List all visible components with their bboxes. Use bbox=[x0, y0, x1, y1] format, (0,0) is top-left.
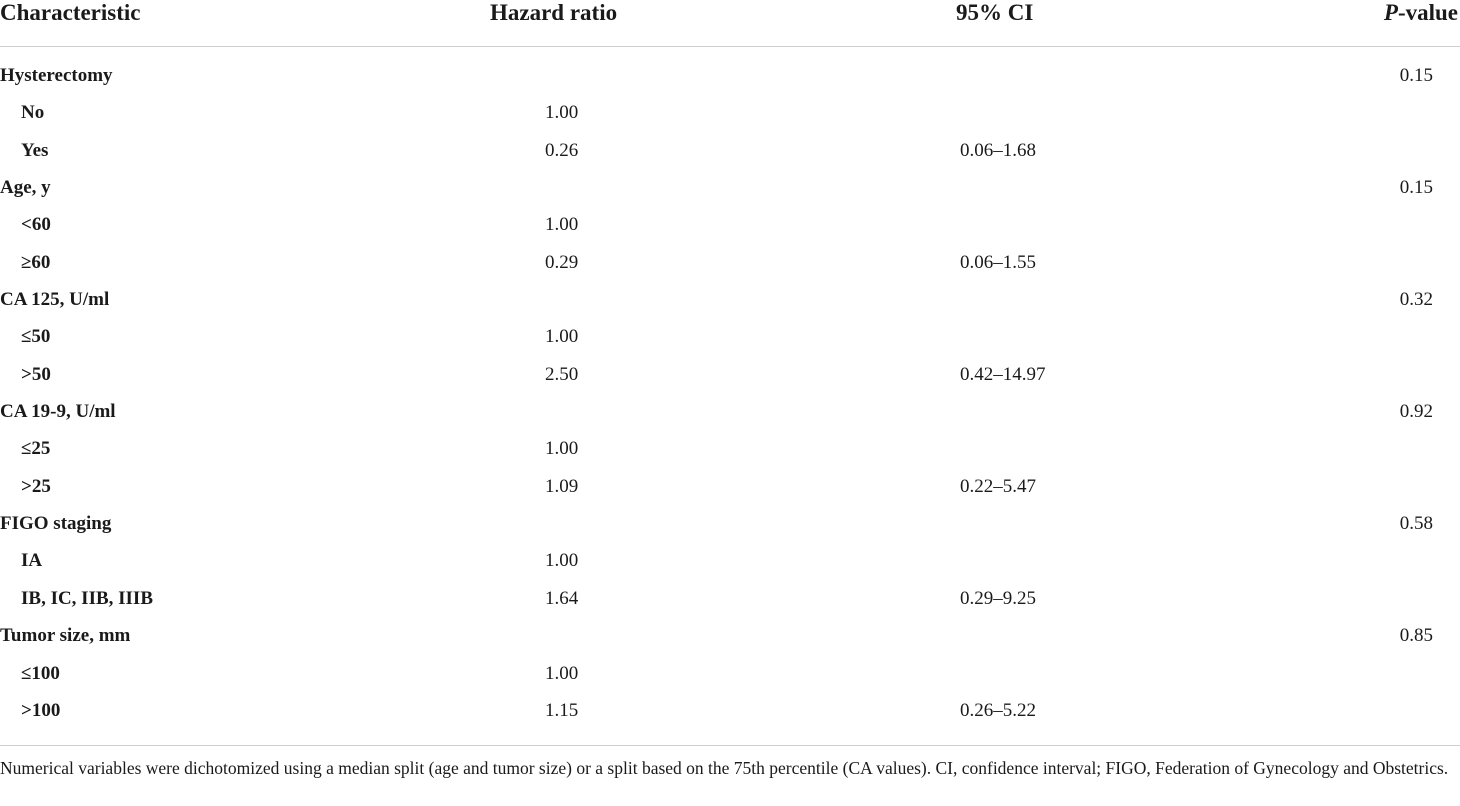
table-row-subcategory: ≥60 0.29 0.06–1.55 bbox=[0, 245, 1460, 282]
table-footnote: Numerical variables were dichotomized us… bbox=[0, 758, 1449, 778]
hazard-ratio-value: 1.00 bbox=[545, 438, 579, 460]
hazard-ratio-value: 1.15 bbox=[545, 699, 579, 721]
table-body: Hysterectomy 0.15 No 1.00 Yes 0.26 0.06–1.68 Ag… bbox=[0, 58, 1460, 730]
table-row-category: Tumor size, mm 0.85 bbox=[0, 618, 1460, 655]
p-value: 0.92 bbox=[1399, 401, 1433, 423]
ci-value: 0.22–5.47 bbox=[960, 475, 1036, 497]
row-label: ≤25 bbox=[21, 438, 51, 460]
row-label: No bbox=[21, 102, 45, 124]
table-row-subcategory: <60 1.00 bbox=[0, 207, 1460, 244]
hazard-ratio-value: 0.26 bbox=[545, 139, 579, 161]
p-value: 0.15 bbox=[1399, 177, 1433, 199]
table-row-subcategory: >100 1.15 0.26–5.22 bbox=[0, 693, 1460, 730]
ci-value: 0.26–5.22 bbox=[960, 699, 1036, 721]
table-row-subcategory: ≤100 1.00 bbox=[0, 656, 1460, 693]
table-row-subcategory: No 1.00 bbox=[0, 95, 1460, 132]
hazard-ratio-value: 1.00 bbox=[545, 326, 579, 348]
header-p-value-rest: -value bbox=[1397, 0, 1458, 25]
header-p-value-italic: P bbox=[1383, 0, 1398, 25]
header-characteristic: Characteristic bbox=[0, 0, 141, 25]
row-label: ≥60 bbox=[21, 251, 51, 273]
table-row-subcategory: IB, IC, IIB, IIIB 1.64 0.29–9.25 bbox=[0, 581, 1460, 618]
p-value: 0.32 bbox=[1399, 289, 1433, 311]
table-row-subcategory: ≤25 1.00 bbox=[0, 431, 1460, 468]
row-label: CA 125, U/ml bbox=[0, 289, 110, 311]
hazard-ratio-value: 1.00 bbox=[545, 550, 579, 572]
table-row-subcategory: ≤50 1.00 bbox=[0, 319, 1460, 356]
row-label: >25 bbox=[21, 475, 51, 497]
header-hazard-ratio: Hazard ratio bbox=[490, 0, 618, 25]
hazard-ratio-value: 1.00 bbox=[545, 214, 579, 236]
p-value: 0.15 bbox=[1399, 65, 1433, 86]
hazard-ratio-value: 1.00 bbox=[545, 662, 579, 684]
row-label: Tumor size, mm bbox=[0, 625, 131, 647]
hazard-ratio-value: 1.00 bbox=[545, 102, 579, 124]
p-value: 0.85 bbox=[1399, 625, 1433, 647]
header-ci: 95% CI bbox=[956, 0, 1034, 25]
row-label: >50 bbox=[21, 363, 51, 385]
row-label: Hysterectomy bbox=[0, 65, 113, 86]
p-value: 0.58 bbox=[1399, 513, 1433, 535]
header-p-value: P-value bbox=[1384, 0, 1458, 26]
row-label: CA 19-9, U/ml bbox=[0, 401, 116, 423]
ci-value: 0.06–1.68 bbox=[960, 139, 1036, 161]
row-label: IB, IC, IIB, IIIB bbox=[21, 587, 153, 609]
table-row-category: Hysterectomy 0.15 bbox=[0, 58, 1460, 95]
row-label: IA bbox=[21, 550, 43, 572]
table-row-category: Age, y 0.15 bbox=[0, 170, 1460, 207]
hazard-ratio-value: 0.29 bbox=[545, 251, 579, 273]
table-row-subcategory: IA 1.00 bbox=[0, 543, 1460, 580]
table-header-row: Characteristic Hazard ratio 95% CI P-val… bbox=[0, 0, 1460, 47]
row-label: FIGO staging bbox=[0, 513, 112, 535]
row-label: <60 bbox=[21, 214, 51, 236]
ci-value: 0.29–9.25 bbox=[960, 587, 1036, 609]
table-row-subcategory: >50 2.50 0.42–14.97 bbox=[0, 357, 1460, 394]
hazard-ratio-value: 2.50 bbox=[545, 363, 579, 385]
row-label: >100 bbox=[21, 699, 61, 721]
hazard-ratio-value: 1.09 bbox=[545, 475, 579, 497]
ci-value: 0.06–1.55 bbox=[960, 251, 1036, 273]
table-bottom-rule bbox=[0, 745, 1460, 746]
ci-value: 0.42–14.97 bbox=[960, 363, 1046, 385]
hazard-ratio-table: Characteristic Hazard ratio 95% CI P-val… bbox=[0, 0, 1460, 47]
table-row-category: FIGO staging 0.58 bbox=[0, 506, 1460, 543]
row-label: Yes bbox=[21, 139, 49, 161]
table-row-category: CA 19-9, U/ml 0.92 bbox=[0, 394, 1460, 431]
table-row-subcategory: Yes 0.26 0.06–1.68 bbox=[0, 133, 1460, 170]
table-row-category: CA 125, U/ml 0.32 bbox=[0, 282, 1460, 319]
row-label: ≤50 bbox=[21, 326, 51, 348]
table-row-subcategory: >25 1.09 0.22–5.47 bbox=[0, 469, 1460, 506]
row-label: Age, y bbox=[0, 177, 51, 199]
hazard-ratio-value: 1.64 bbox=[545, 587, 579, 609]
row-label: ≤100 bbox=[21, 662, 60, 684]
